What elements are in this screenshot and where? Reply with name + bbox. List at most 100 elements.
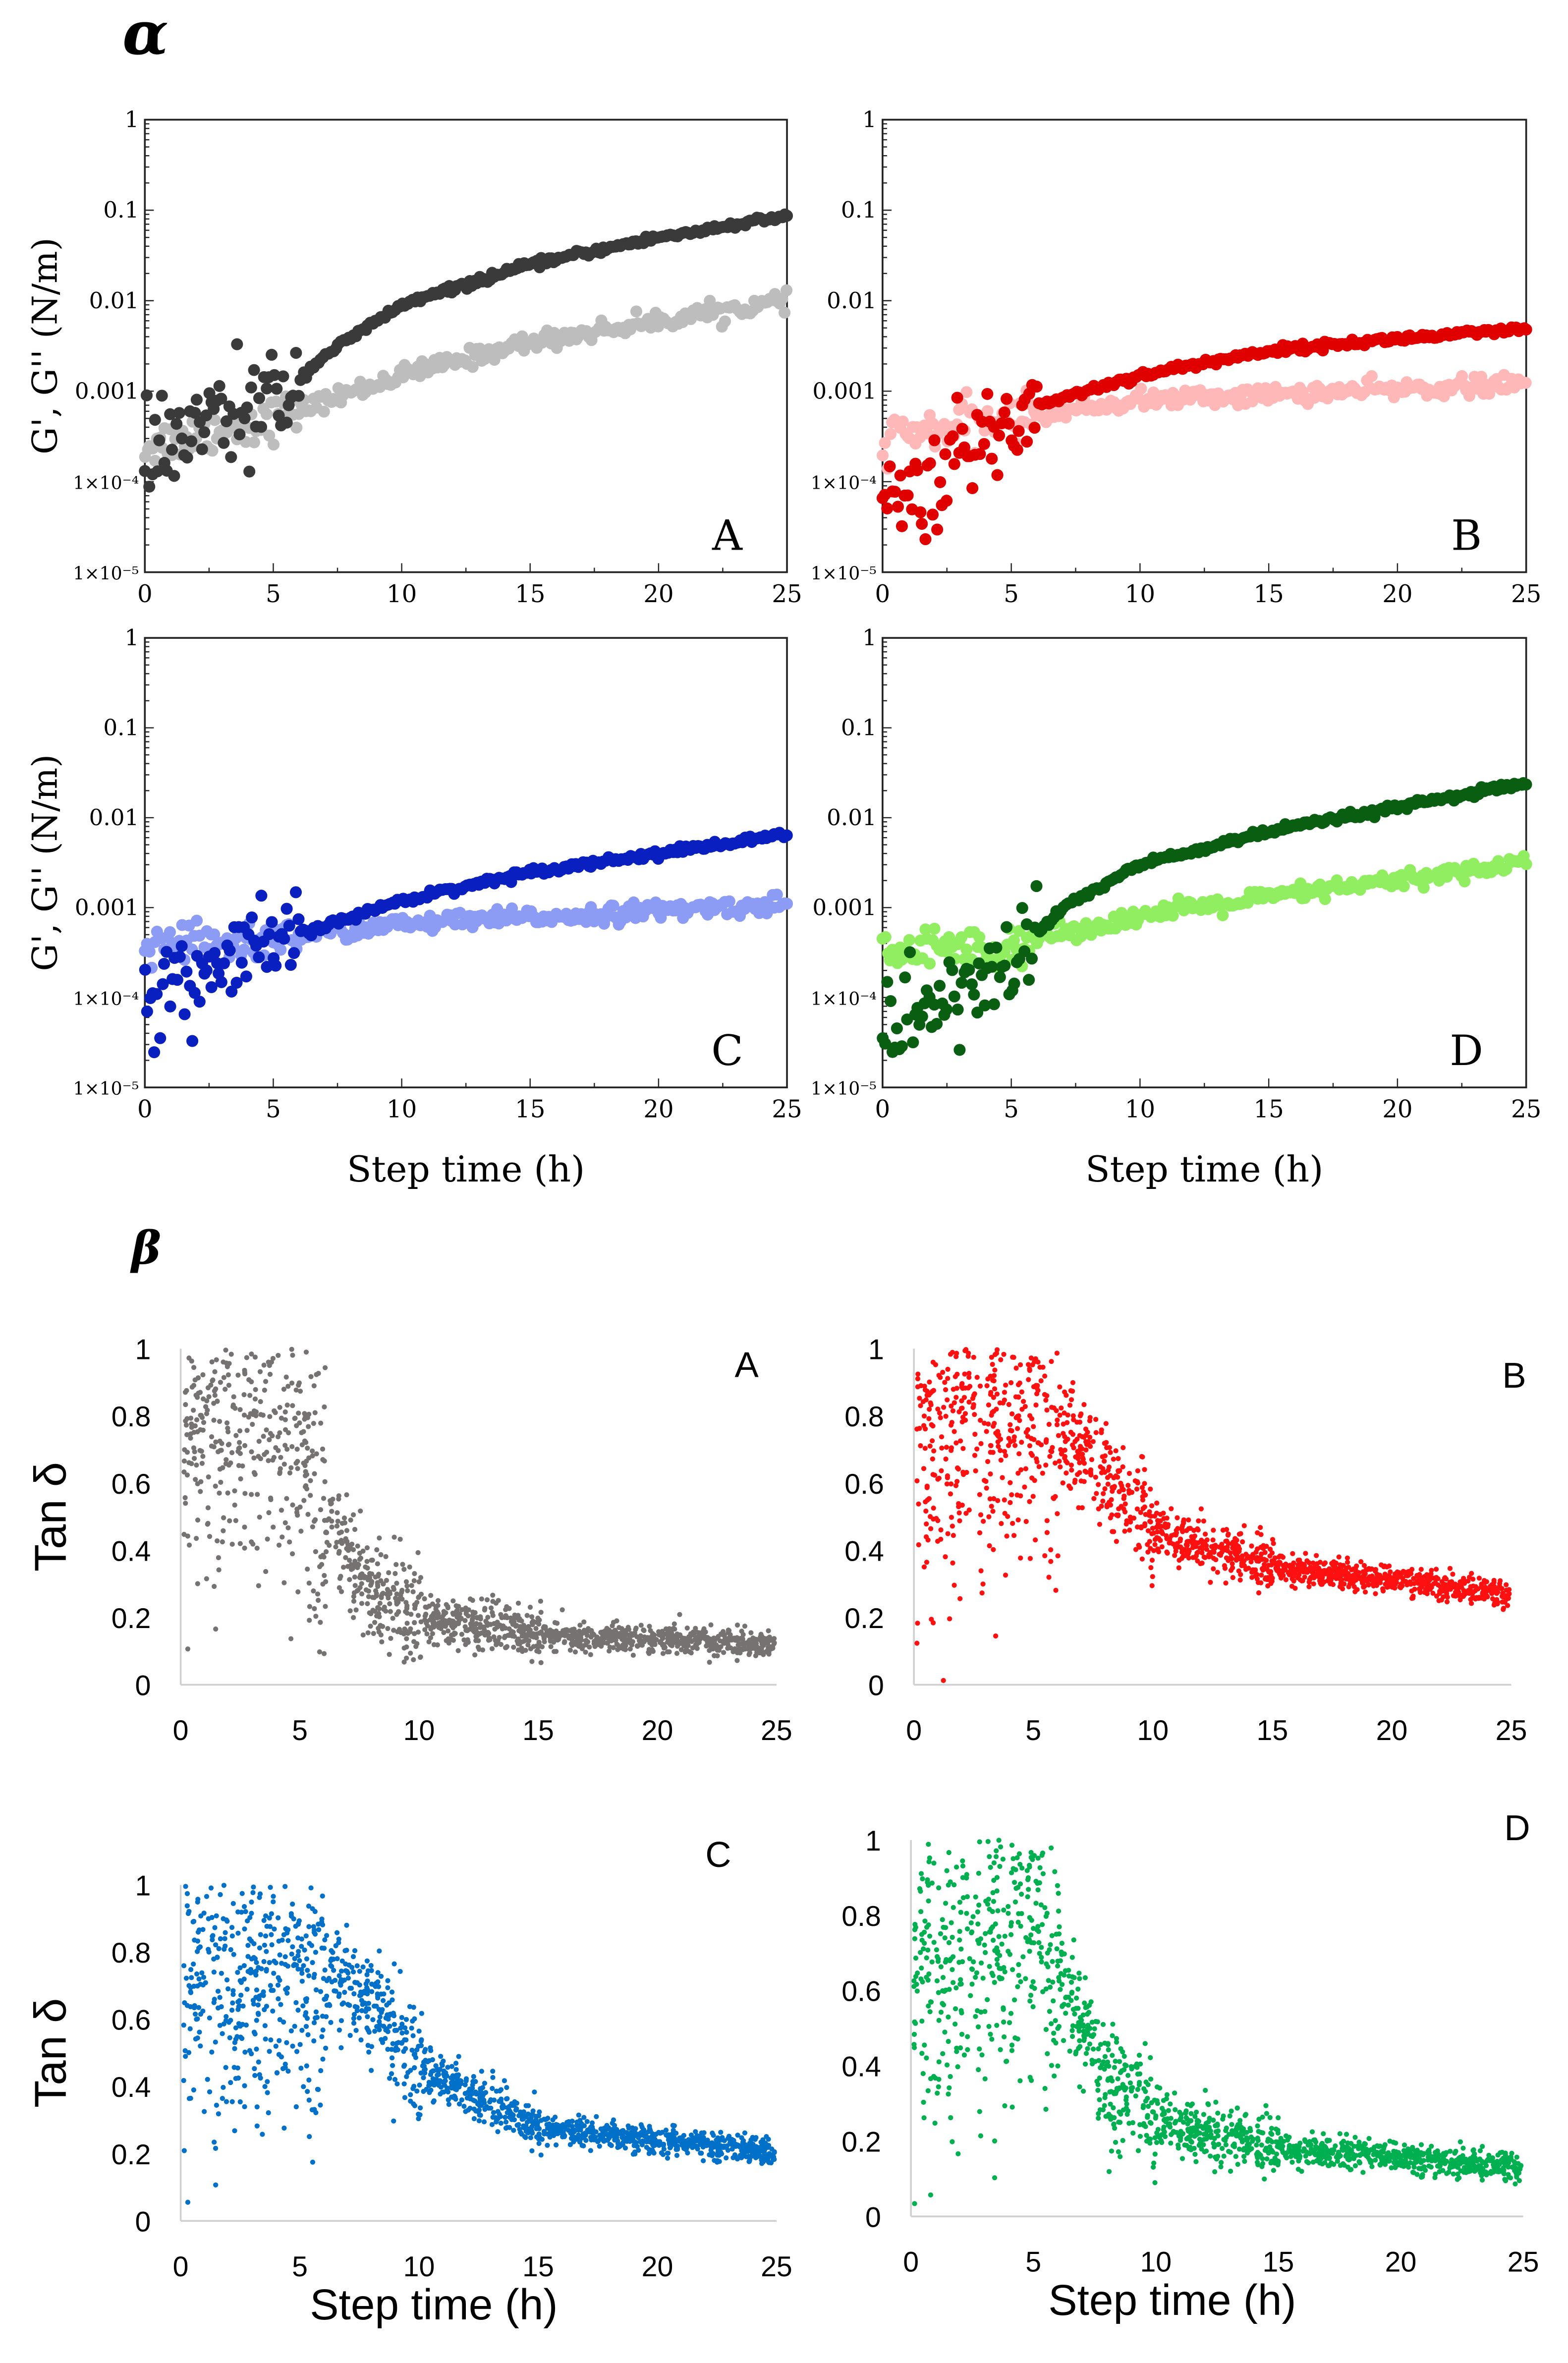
data-point: [614, 1641, 619, 1647]
data-point: [221, 1375, 226, 1380]
data-point: [1310, 1560, 1316, 1566]
data-point: [989, 1354, 995, 1360]
data-point: [581, 1619, 587, 1625]
data-point: [244, 1428, 250, 1433]
data-point: [261, 1362, 267, 1368]
data-point: [1003, 1453, 1008, 1459]
data-point: [199, 1461, 205, 1466]
y-tick-label: 0.6: [112, 1468, 151, 1500]
data-point: [352, 1583, 358, 1588]
data-point: [322, 1479, 328, 1484]
data-point: [526, 1624, 531, 1630]
data-point: [148, 1046, 161, 1059]
data-point: [536, 1639, 542, 1645]
data-point: [1256, 1590, 1262, 1596]
data-point: [1198, 1506, 1204, 1512]
data-point: [229, 1541, 235, 1547]
data-point: [233, 1518, 238, 1523]
y-tick-label: 1×10⁻⁴: [811, 472, 877, 494]
data-point: [529, 1659, 535, 1664]
data-point: [1087, 1444, 1093, 1449]
data-point: [364, 1559, 370, 1564]
data-point: [1050, 1445, 1055, 1450]
data-point: [282, 1409, 288, 1415]
data-point: [290, 1352, 295, 1358]
x-tick-label: 20: [1382, 1095, 1412, 1123]
data-point: [209, 947, 221, 959]
data-point: [990, 1509, 996, 1514]
data-point: [250, 1411, 256, 1417]
data-point: [1218, 1553, 1224, 1558]
data-point: [416, 1594, 422, 1600]
data-point: [288, 1636, 294, 1641]
data-point: [188, 1415, 194, 1421]
data-point: [567, 1647, 573, 1653]
data-point: [246, 1377, 252, 1383]
data-point: [538, 1660, 544, 1666]
data-point: [1008, 1380, 1014, 1386]
data-point: [311, 1519, 317, 1524]
data-point: [435, 1598, 441, 1603]
data-point: [981, 388, 994, 400]
data-point: [412, 1631, 417, 1636]
data-point: [1269, 1550, 1275, 1556]
data-point: [213, 1483, 218, 1489]
data-point: [181, 1469, 187, 1475]
data-point: [1469, 1571, 1474, 1576]
data-point: [901, 489, 914, 502]
data-point: [418, 1654, 423, 1660]
data-point: [927, 1379, 932, 1385]
panel-label: C: [711, 1026, 743, 1075]
data-point: [388, 1609, 393, 1614]
y-tick-label: 1×10⁻⁴: [73, 988, 139, 1010]
data-point: [748, 1642, 754, 1648]
data-point: [489, 1646, 495, 1651]
data-point: [355, 1587, 361, 1593]
data-point: [1135, 383, 1147, 395]
data-point: [490, 1592, 496, 1598]
data-point: [368, 1611, 374, 1617]
data-point: [221, 1515, 226, 1520]
data-point: [404, 1644, 409, 1650]
data-point: [991, 1547, 996, 1552]
data-point: [370, 1595, 375, 1600]
data-point: [317, 1564, 323, 1570]
data-point: [1409, 1596, 1415, 1601]
data-point: [1093, 1474, 1098, 1480]
data-point: [1114, 1539, 1119, 1544]
data-point: [450, 1637, 456, 1643]
data-point: [173, 407, 185, 419]
data-point: [217, 1490, 222, 1496]
data-point: [226, 1442, 232, 1447]
data-point: [1010, 1520, 1015, 1526]
y-axis-label: G', G'' (N/m): [26, 754, 65, 971]
data-point: [692, 1637, 697, 1642]
data-point: [367, 1575, 373, 1580]
data-point: [1102, 1441, 1107, 1446]
data-point: [529, 1620, 535, 1626]
data-point: [1006, 1402, 1011, 1407]
data-point: [365, 1601, 370, 1606]
data-point: [290, 1502, 295, 1508]
data-point: [139, 963, 151, 976]
data-point: [334, 1540, 339, 1545]
data-point: [1028, 1436, 1034, 1441]
data-point: [180, 965, 193, 978]
data-point: [343, 1539, 349, 1544]
x-tick-label: 0: [137, 1095, 153, 1123]
data-point: [280, 902, 293, 915]
data-point: [168, 470, 180, 482]
data-point: [948, 1351, 953, 1357]
data-point: [284, 1496, 289, 1501]
data-point: [490, 1613, 496, 1618]
data-point: [677, 1632, 683, 1637]
data-point: [249, 1539, 254, 1545]
data-point: [940, 1003, 953, 1015]
data-point: [292, 390, 305, 402]
data-point: [963, 1511, 969, 1516]
data-point: [941, 1678, 946, 1683]
data-point: [753, 1653, 759, 1659]
data-point: [205, 1385, 211, 1391]
data-point: [1030, 381, 1043, 393]
x-tick-label: 20: [643, 580, 673, 608]
